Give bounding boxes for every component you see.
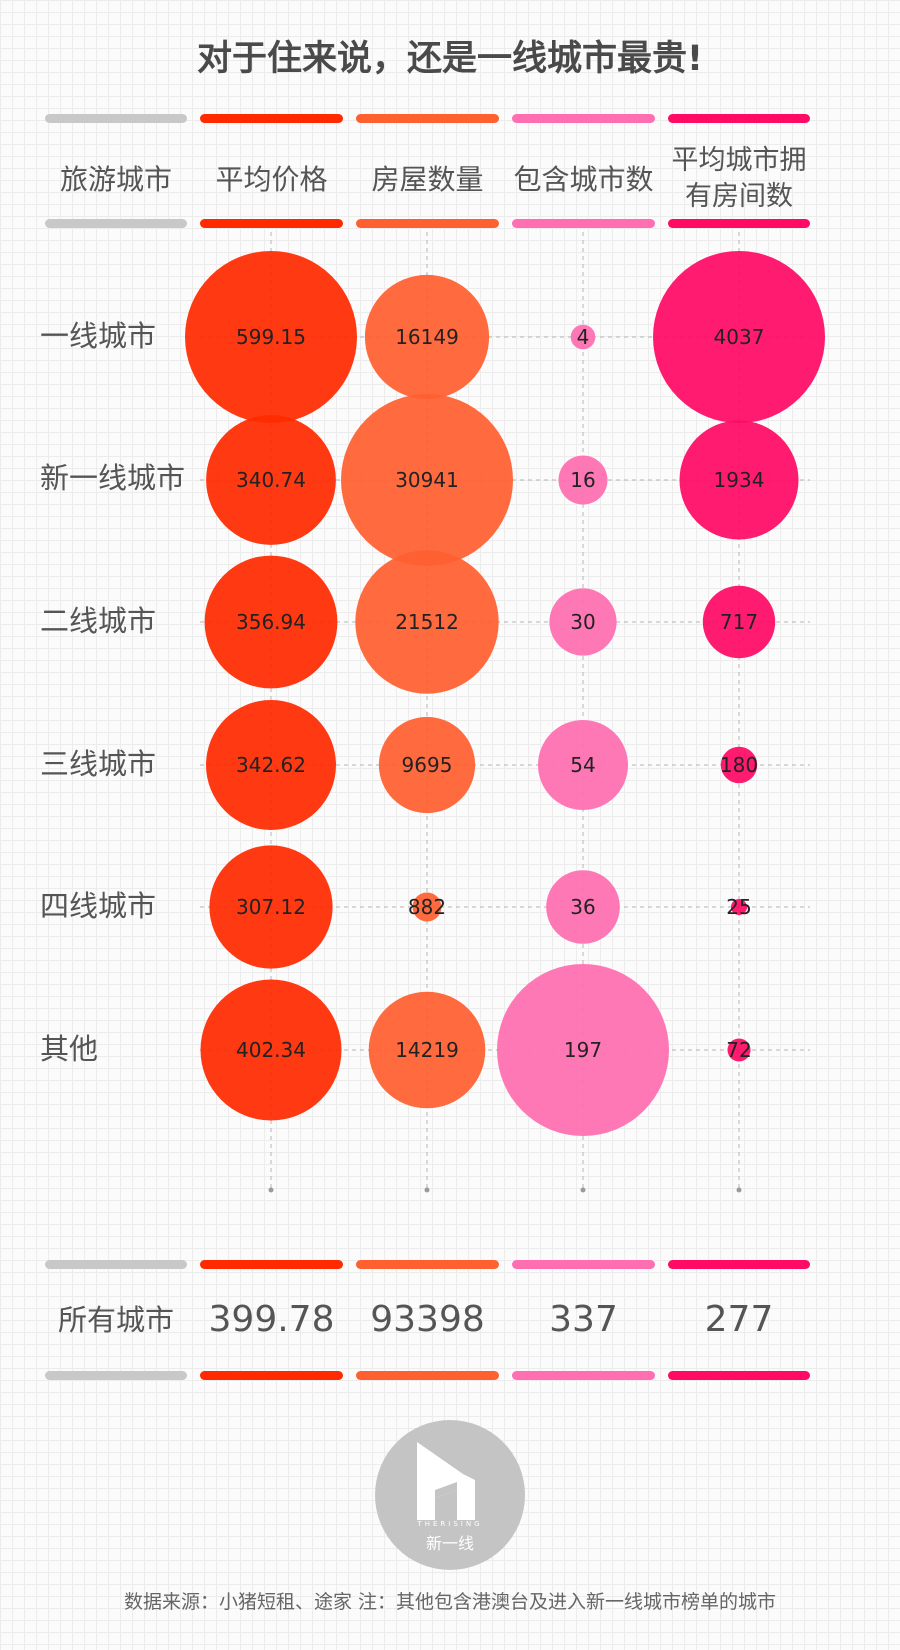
bubble <box>727 1038 751 1062</box>
header-bar-top-count <box>356 114 499 123</box>
bubble-value-label: 717 <box>720 610 758 634</box>
bubble <box>206 700 336 830</box>
total-bar-bottom-category <box>45 1371 187 1380</box>
total-bar-bottom-price <box>200 1371 343 1380</box>
gridline-end-dot <box>580 1187 586 1193</box>
bubble-value-label: 307.12 <box>236 895 306 919</box>
bubble-value-label: 1934 <box>714 468 765 492</box>
bubble <box>206 415 336 545</box>
row-label-tier3: 三线城市 <box>40 747 157 781</box>
bubble-value-label: 4037 <box>714 325 765 349</box>
header-bar-top-rooms <box>668 114 810 123</box>
bubble-labels: 599.15340.74356.94342.62307.12402.341614… <box>236 325 764 1062</box>
bubble-value-label: 36 <box>570 895 595 919</box>
bubble <box>209 845 333 969</box>
header-bar-top-category <box>45 114 187 123</box>
header-bar-bottom-cities <box>512 219 655 228</box>
total-bar-top-cities <box>512 1260 655 1269</box>
total-count: 93398 <box>370 1299 485 1340</box>
bubble <box>702 585 776 659</box>
bubble-value-label: 340.74 <box>236 468 306 492</box>
bubble-value-label: 16 <box>570 468 595 492</box>
header-bar-bottom-category <box>45 219 187 228</box>
bubble-value-label: 180 <box>720 753 758 777</box>
total-rooms: 277 <box>704 1299 774 1340</box>
bubble-value-label: 16149 <box>395 325 459 349</box>
bubble-value-label: 72 <box>726 1038 751 1062</box>
bubble-value-label: 4 <box>577 325 590 349</box>
bubble-value-label: 14219 <box>395 1038 459 1062</box>
total-label: 所有城市 <box>57 1303 174 1337</box>
bubble <box>204 555 338 689</box>
header-bar-bottom-count <box>356 219 499 228</box>
gridline-end-dot <box>736 1187 742 1193</box>
bubble <box>200 979 342 1121</box>
total-bar-top-count <box>356 1260 499 1269</box>
gridline-end-dot <box>424 1187 430 1193</box>
bubble <box>368 991 486 1109</box>
bubble <box>679 420 799 540</box>
bubble-value-label: 25 <box>726 895 751 919</box>
logo-subtitle-en: THERISING <box>417 1520 483 1528</box>
data-source-note: 数据来源：小猪短租、途家 注：其他包含港澳台及进入新一线城市榜单的城市 <box>123 1591 777 1613</box>
bubble-value-label: 30941 <box>395 468 459 492</box>
bubble-value-label: 21512 <box>395 610 459 634</box>
brand-logo: THERISING 新一线 <box>375 1420 525 1570</box>
header-bar-top-price <box>200 114 343 123</box>
header-cities: 包含城市数 <box>513 163 654 196</box>
bubble <box>412 892 442 922</box>
chart-title: 对于住来说，还是一线城市最贵! <box>197 39 703 79</box>
bubble <box>185 251 357 423</box>
total-bar-bottom-cities <box>512 1371 655 1380</box>
gridline-end-dot <box>268 1187 274 1193</box>
bubble-value-label: 30 <box>570 610 595 634</box>
row-label-new-tier1: 新一线城市 <box>40 461 186 495</box>
header-price: 平均价格 <box>215 163 328 196</box>
total-bar-top-category <box>45 1260 187 1269</box>
bubble-value-label: 54 <box>570 753 595 777</box>
bubble-value-label: 882 <box>408 895 446 919</box>
bubble <box>653 251 825 423</box>
header-rooms: 平均城市拥 有房间数 <box>671 145 807 212</box>
total-bar-bottom-rooms <box>668 1371 810 1380</box>
total-bar-bottom-count <box>356 1371 499 1380</box>
bubble <box>355 550 499 694</box>
bubble <box>549 588 617 656</box>
bubble <box>546 870 620 944</box>
header-bar-bottom-rooms <box>668 219 810 228</box>
total-price: 399.78 <box>208 1299 335 1340</box>
bubble-value-label: 599.15 <box>236 325 306 349</box>
bubble <box>731 899 747 915</box>
row-label-tier4: 四线城市 <box>40 889 157 923</box>
total-cities: 337 <box>549 1299 618 1340</box>
bubble <box>570 324 596 350</box>
bubbles <box>185 251 825 1136</box>
bubble-value-label: 342.62 <box>236 753 306 777</box>
logo-subtitle-cn: 新一线 <box>425 1534 474 1553</box>
header-category: 旅游城市 <box>59 163 172 196</box>
bubble-value-label: 402.34 <box>236 1038 306 1062</box>
bubble <box>720 746 758 784</box>
bubble-value-label: 356.94 <box>236 610 306 634</box>
bubble <box>378 716 476 814</box>
header-bar-bottom-price <box>200 219 343 228</box>
bubble <box>558 455 608 505</box>
bubble <box>341 394 513 566</box>
bubble <box>497 964 669 1136</box>
header-bar-top-cities <box>512 114 655 123</box>
header-count: 房屋数量 <box>371 163 484 196</box>
bubble-value-label: 197 <box>564 1038 602 1062</box>
total-bar-top-price <box>200 1260 343 1269</box>
bubble <box>364 274 490 400</box>
row-label-other: 其他 <box>40 1032 99 1066</box>
bubble <box>538 720 628 810</box>
row-label-tier2: 二线城市 <box>40 604 157 638</box>
play-building-logo-icon <box>375 1420 525 1570</box>
total-bar-top-rooms <box>668 1260 810 1269</box>
bubble-value-label: 9695 <box>402 753 453 777</box>
row-label-tier1: 一线城市 <box>40 319 157 353</box>
